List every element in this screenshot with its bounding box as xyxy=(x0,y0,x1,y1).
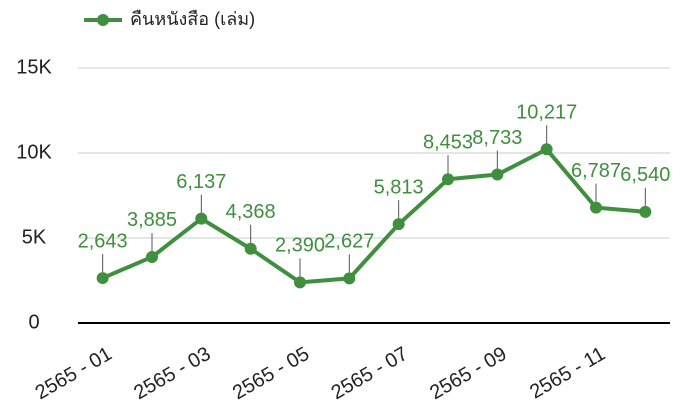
data-label: 6,540 xyxy=(620,164,670,186)
data-label: 8,733 xyxy=(472,127,522,149)
point xyxy=(442,173,454,186)
x-tick-label: 2565 - 01 xyxy=(32,343,116,404)
x-tick-label: 2565 - 07 xyxy=(328,343,412,404)
data-label: 2,643 xyxy=(78,230,128,252)
y-tick-label: 15K xyxy=(16,56,52,78)
point xyxy=(540,143,553,156)
y-tick-label: 5K xyxy=(22,226,47,248)
point xyxy=(392,218,405,231)
line xyxy=(101,147,646,285)
point xyxy=(294,276,306,289)
x-tick-label: 2565 - 03 xyxy=(130,343,214,404)
x-tick-label: 2565 - 09 xyxy=(426,343,510,404)
data-label: 6,137 xyxy=(176,171,226,193)
data-label: 2,390 xyxy=(275,235,325,257)
point xyxy=(146,250,158,263)
y-tick-label: 0 xyxy=(28,311,39,333)
point xyxy=(590,201,602,214)
data-label: 5,813 xyxy=(374,176,424,198)
legend-marker xyxy=(97,14,109,26)
y-tick-label: 10K xyxy=(16,141,52,163)
data-label: 2,627 xyxy=(324,231,374,253)
data-label: 4,368 xyxy=(226,201,276,223)
point xyxy=(343,272,356,285)
point xyxy=(96,272,109,285)
data-label: 6,787 xyxy=(571,160,621,182)
data-label: 8,453 xyxy=(423,132,473,154)
x-tick-label: 2565 - 05 xyxy=(229,343,313,404)
data-label: 3,885 xyxy=(127,209,177,231)
point xyxy=(639,205,652,218)
point xyxy=(244,242,257,255)
legend-label: คืนหนังสือ (เล่ม) xyxy=(130,9,255,29)
data-label: 10,217 xyxy=(516,102,577,124)
point xyxy=(491,168,504,181)
point xyxy=(195,212,208,225)
x-tick-label: 2565 - 11 xyxy=(526,343,609,404)
